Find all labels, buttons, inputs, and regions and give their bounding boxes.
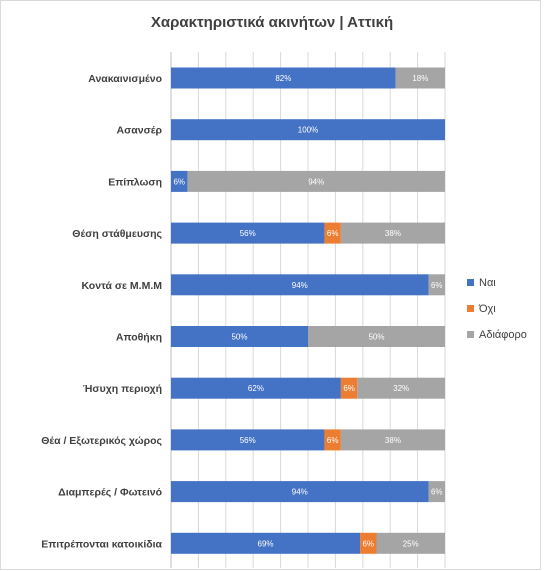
bar-segment (376, 532, 445, 554)
bar-segment (171, 326, 308, 347)
data-label: 56% (240, 229, 256, 238)
data-label: 6% (431, 281, 443, 290)
data-label: 50% (368, 333, 384, 342)
bar-segment (171, 170, 188, 192)
bar-segment (171, 119, 445, 141)
data-label: 6% (431, 488, 443, 497)
data-label: 6% (327, 229, 339, 238)
category-label: Ήσυχη περιοχή (83, 383, 162, 395)
chart-title: Χαρακτηριστικά ακινήτων | Αττική (150, 14, 394, 31)
bar-segment (171, 222, 325, 244)
bar-segment (428, 274, 445, 296)
bar-segment (324, 222, 341, 244)
data-label: 6% (173, 177, 185, 186)
data-label: 94% (308, 177, 324, 186)
legend-swatch (467, 305, 474, 312)
bar-segment (395, 67, 445, 89)
bar-segment (308, 326, 445, 347)
bar-segment (171, 377, 341, 399)
bar-segment (171, 274, 429, 296)
bar-segment (340, 222, 445, 244)
legend-label: Αδιάφορο (479, 329, 527, 341)
data-label: 62% (248, 384, 264, 393)
data-label: 6% (343, 384, 355, 393)
legend-label: Ναι (479, 277, 496, 289)
bar-segment (428, 481, 445, 503)
category-label: Αποθήκη (116, 332, 162, 344)
category-label: Θέση στάθμευσης (72, 228, 162, 240)
legend-label: Όχι (478, 303, 496, 315)
data-label: 69% (258, 539, 274, 548)
data-label: 6% (362, 539, 374, 548)
bar-segment (187, 170, 445, 192)
category-label: Κοντά σε Μ.Μ.Μ (81, 280, 162, 292)
bar-segment (340, 429, 445, 451)
bar-segment (171, 429, 325, 451)
data-label: 100% (298, 126, 318, 135)
bar-segment (324, 429, 341, 451)
data-label: 32% (393, 384, 409, 393)
bar-segment (340, 377, 358, 399)
data-label: 38% (385, 436, 401, 445)
category-label: Επίπλωση (108, 176, 162, 188)
category-label: Επιτρέπονται κατοικίδια (41, 538, 162, 550)
legend-swatch (467, 279, 474, 286)
data-label: 50% (231, 333, 247, 342)
bar-segment (360, 532, 377, 554)
data-label: 18% (412, 74, 428, 83)
category-label: Διαμπερές / Φωτεινό (58, 487, 162, 499)
category-label: Ανακαινισμένο (88, 73, 162, 85)
data-label: 25% (403, 539, 419, 548)
category-label: Θέα / Εξωτερικός χώρος (41, 435, 162, 447)
data-label: 56% (240, 436, 256, 445)
data-label: 94% (292, 281, 308, 290)
bar-segment (171, 532, 361, 554)
data-label: 38% (385, 229, 401, 238)
bar-segment (171, 67, 396, 89)
bar-segment (171, 481, 429, 503)
data-label: 6% (327, 436, 339, 445)
data-label: 82% (275, 74, 291, 83)
category-label: Ασανσέρ (117, 125, 163, 137)
legend-swatch (467, 331, 474, 338)
bar-segment (357, 377, 445, 399)
data-label: 94% (292, 488, 308, 497)
